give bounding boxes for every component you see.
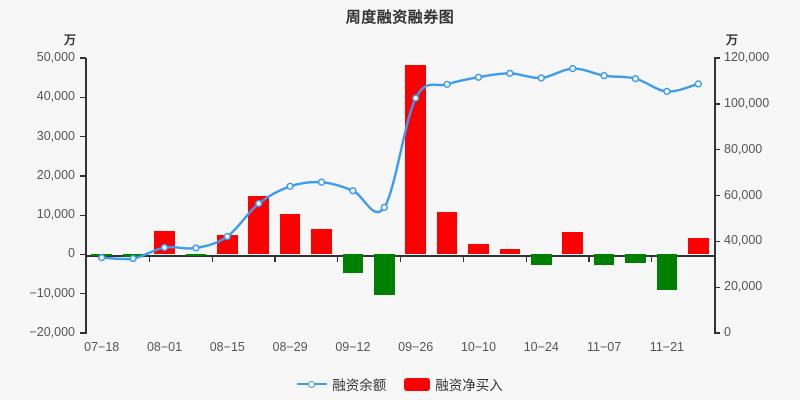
- line-point-11-14[interactable]: [631, 74, 640, 83]
- line-point-10-03[interactable]: [443, 80, 451, 88]
- x-tick: [148, 256, 151, 262]
- x-tick: [400, 256, 402, 262]
- left-tick: [80, 175, 86, 177]
- bar-08-01[interactable]: [154, 230, 175, 255]
- bar-10-03[interactable]: [436, 212, 458, 255]
- bar-09-12[interactable]: [342, 254, 364, 274]
- left-tick: [80, 57, 86, 59]
- left-tick-label: 50,000: [36, 50, 75, 64]
- bar-07-25[interactable]: [122, 254, 144, 257]
- right-tick: [714, 240, 720, 243]
- line-point-09-05[interactable]: [317, 178, 326, 186]
- x-tick: [211, 256, 213, 262]
- line-point-10-10[interactable]: [474, 73, 483, 81]
- right-tick: [714, 103, 720, 105]
- bar-10-17[interactable]: [499, 248, 521, 255]
- right-tick-label: 120,000: [724, 50, 770, 64]
- line-point-10-17[interactable]: [506, 69, 514, 77]
- bar-09-05[interactable]: [311, 228, 332, 255]
- bar-09-19[interactable]: [373, 254, 395, 295]
- left-tick-label: 30,000: [36, 128, 75, 143]
- x-tick: [462, 256, 465, 262]
- x-tick: [525, 256, 527, 262]
- bar-08-15[interactable]: [216, 234, 238, 255]
- left-tick: [80, 96, 86, 98]
- bar-11-21[interactable]: [656, 254, 678, 291]
- bar-10-24[interactable]: [530, 254, 552, 266]
- right-tick-label: 0: [724, 325, 731, 339]
- right-tick: [714, 286, 720, 288]
- x-tick: [86, 256, 88, 262]
- x-tick: [274, 256, 276, 262]
- line-point-11-21[interactable]: [663, 87, 671, 96]
- x-tick-label: 10−24: [523, 340, 559, 354]
- left-tick: [80, 293, 86, 295]
- x-tick-label: 09−12: [335, 340, 371, 354]
- bar-11-07[interactable]: [593, 254, 615, 265]
- x-tick-label: 08−15: [209, 340, 245, 354]
- line-point-11-28[interactable]: [694, 80, 702, 88]
- right-tick: [714, 194, 720, 197]
- legend-item-line[interactable]: 融资余额: [297, 374, 386, 394]
- x-tick-label: 11−21: [649, 340, 684, 354]
- right-axis-unit-label: 万: [726, 33, 739, 47]
- right-tick: [714, 57, 720, 59]
- line-point-10-31[interactable]: [569, 64, 577, 73]
- line-marker-icon: [297, 378, 328, 390]
- bar-swatch-icon: [404, 377, 431, 391]
- x-tick: [337, 256, 339, 262]
- bar-11-28[interactable]: [687, 237, 709, 255]
- left-axis-unit-label: 万: [64, 33, 77, 47]
- right-tick-label: 20,000: [724, 279, 763, 294]
- left-tick-label: 10,000: [36, 207, 75, 222]
- bar-09-26[interactable]: [405, 65, 427, 255]
- right-tick-label: 60,000: [724, 187, 763, 202]
- bar-10-31[interactable]: [562, 232, 584, 255]
- bar-07-18[interactable]: [91, 254, 113, 256]
- x-tick-label: 07−18: [84, 340, 120, 354]
- right-tick-label: 100,000: [724, 95, 770, 110]
- left-tick-label: 40,000: [36, 89, 75, 104]
- bar-11-14[interactable]: [625, 254, 646, 264]
- bar-08-22[interactable]: [248, 195, 270, 255]
- line-point-09-12[interactable]: [349, 187, 357, 195]
- chart-legend: 融资余额 融资净买入: [0, 374, 800, 394]
- left-y-axis: [85, 58, 87, 334]
- x-tick-label: 09−26: [398, 340, 434, 354]
- left-tick-label: −20,000: [29, 325, 75, 339]
- left-tick-label: 20,000: [36, 167, 75, 182]
- left-tick: [80, 332, 86, 334]
- left-tick-label: 0: [68, 246, 75, 261]
- line-point-08-08[interactable]: [192, 244, 200, 252]
- x-tick-label: 08−01: [146, 340, 183, 354]
- bar-08-29[interactable]: [279, 213, 301, 255]
- right-tick-label: 40,000: [724, 233, 763, 248]
- x-tick: [651, 256, 653, 262]
- bar-10-10[interactable]: [468, 244, 489, 255]
- chart-title: 周度融资融券图: [345, 9, 455, 26]
- bar-08-08[interactable]: [185, 254, 207, 256]
- legend-label-1: 融资净买入: [435, 378, 503, 393]
- right-tick: [714, 149, 720, 151]
- line-point-10-24[interactable]: [537, 74, 545, 82]
- line-point-09-19[interactable]: [380, 203, 388, 212]
- left-tick: [80, 135, 86, 138]
- x-tick-label: 08−29: [272, 340, 308, 354]
- right-tick: [714, 332, 720, 334]
- x-tick-label: 11−07: [587, 340, 622, 354]
- line-point-08-29[interactable]: [286, 182, 294, 190]
- right-tick-label: 80,000: [724, 141, 763, 156]
- x-tick: [588, 256, 590, 262]
- left-tick: [80, 214, 86, 216]
- line-point-11-07[interactable]: [600, 72, 608, 80]
- legend-label-0: 融资余额: [332, 378, 387, 393]
- left-tick-label: −10,000: [29, 285, 75, 300]
- x-tick-label: 10−10: [460, 340, 497, 354]
- legend-item-bar[interactable]: 融资净买入: [404, 374, 503, 394]
- left-tick: [80, 253, 86, 256]
